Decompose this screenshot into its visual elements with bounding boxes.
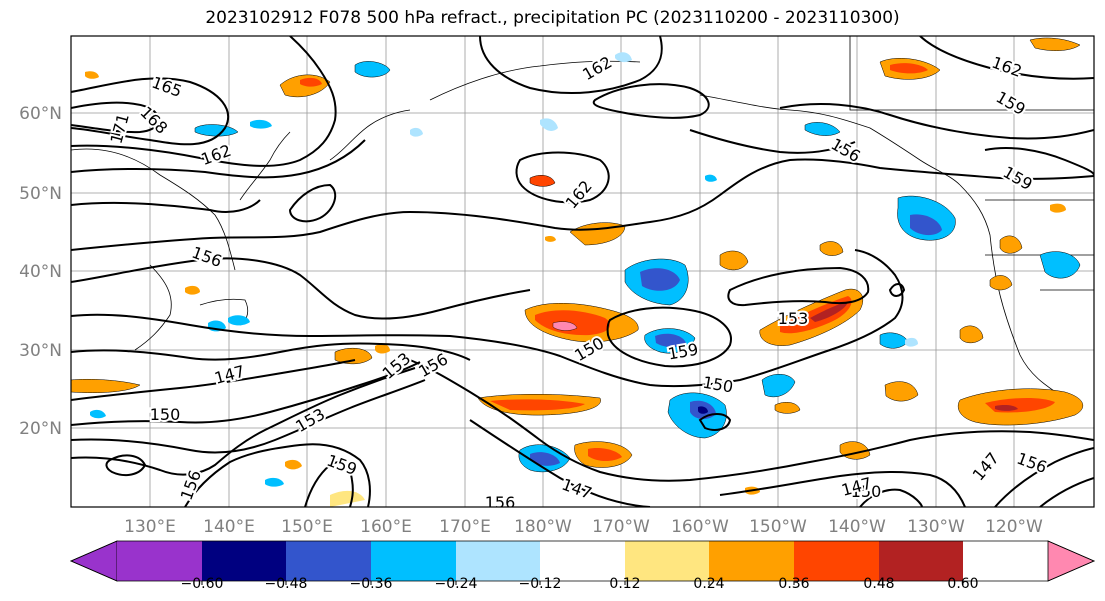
longitude-label: 150°E	[281, 517, 333, 537]
colorbar-tick-label: −0.12	[519, 576, 562, 592]
colorbar-extend-max	[1047, 540, 1096, 582]
colorbar-tick-label: 0.12	[609, 576, 640, 592]
latitude-label: 20°N	[19, 419, 62, 439]
colorbar-tick-label: 0.36	[778, 576, 809, 592]
colorbar-tick-labels: −0.60 −0.48 −0.36 −0.24 −0.12 0.12 0.24 0.36 0.4…	[181, 576, 979, 592]
contour-label: 156	[485, 493, 516, 512]
colorbar-swatch	[202, 541, 286, 581]
longitude-label: 160°W	[671, 517, 729, 537]
colorbar-swatch	[879, 541, 963, 581]
colorbar-swatch	[117, 541, 202, 581]
longitude-label: 120°W	[985, 517, 1043, 537]
colorbar-outline	[69, 540, 1096, 582]
colorbar-tick-label: −0.48	[265, 576, 308, 592]
map-border	[70, 35, 1095, 508]
colorbar-tick-label: 0.24	[693, 576, 724, 592]
chart-title: 2023102912 F078 500 hPa refract., precip…	[205, 8, 900, 28]
longitude-label: 140°E	[203, 517, 255, 537]
colorbar-tick-label: −0.24	[435, 576, 478, 592]
colorbar-tick-label: 0.48	[863, 576, 894, 592]
longitude-label: 130°W	[907, 517, 965, 537]
colorbar-swatch	[709, 541, 794, 581]
latitude-label: 60°N	[19, 104, 62, 124]
colorbar-swatch	[286, 541, 371, 581]
colorbar-swatch	[625, 541, 709, 581]
longitude-label: 170°W	[592, 517, 650, 537]
longitude-label: 150°W	[749, 517, 807, 537]
longitude-label: 170°E	[439, 517, 491, 537]
precipitation-shading	[71, 36, 1094, 507]
colorbar-swatch	[794, 541, 879, 581]
colorbar-swatch	[540, 541, 625, 581]
colorbar-extend-min	[69, 540, 118, 582]
map-frame	[71, 36, 1094, 507]
colorbar-swatch	[456, 541, 540, 581]
contour-label: 150	[851, 482, 882, 501]
colorbar-tick-label: −0.60	[181, 576, 224, 592]
latitude-label: 30°N	[19, 341, 62, 361]
colorbar	[69, 540, 1096, 582]
latitude-label: 50°N	[19, 184, 62, 204]
colorbar-tick-label: −0.36	[350, 576, 393, 592]
contour-label: 153	[778, 309, 809, 328]
contour-label: 150	[150, 405, 181, 424]
longitude-label: 130°E	[124, 517, 176, 537]
longitude-labels: 130°E 140°E 150°E 160°E 170°E 180°W 170°W 160°W…	[124, 517, 1043, 537]
refractivity-contours	[71, 36, 1094, 507]
coastlines	[71, 36, 1094, 396]
longitude-label: 160°E	[360, 517, 412, 537]
longitude-label: 180°W	[514, 517, 572, 537]
latitude-labels: 60°N 50°N 40°N 30°N 20°N	[19, 104, 62, 439]
colorbar-tick-label: 0.60	[947, 576, 978, 592]
latitude-label: 40°N	[19, 262, 62, 282]
colorbar-swatch	[371, 541, 456, 581]
longitude-label: 140°W	[828, 517, 886, 537]
